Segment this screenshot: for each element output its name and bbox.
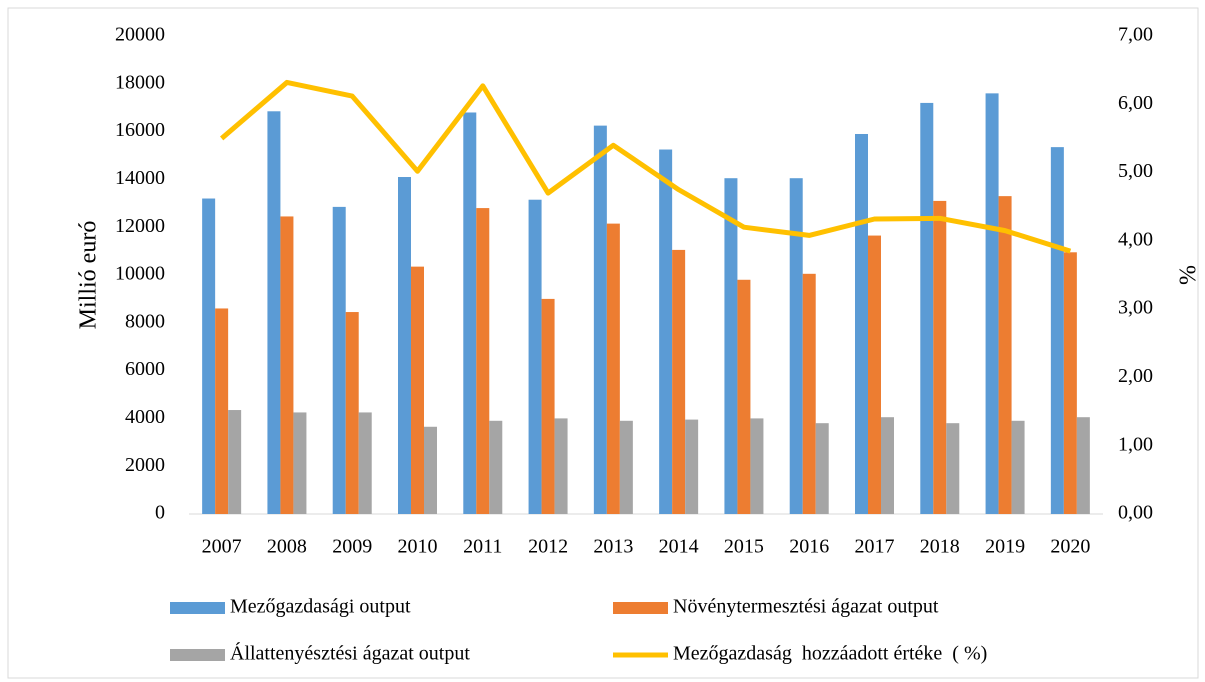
x-tick-label: 2018	[920, 536, 960, 558]
x-tick-label: 2014	[659, 536, 699, 558]
bar	[659, 149, 673, 514]
y-tick-label: 4000	[125, 406, 165, 428]
y2-tick-label: 5,00	[1118, 160, 1153, 182]
y-tick-label: 12000	[115, 215, 165, 237]
y-tick-label: 20000	[115, 24, 165, 46]
bar	[1076, 417, 1090, 514]
bar	[724, 178, 738, 514]
legend-swatch	[170, 602, 225, 614]
bar	[789, 178, 803, 514]
bar	[202, 198, 216, 514]
y-tick-label: 18000	[115, 71, 165, 93]
x-tick-label: 2020	[1050, 536, 1090, 558]
bar	[476, 208, 490, 514]
x-tick-label: 2011	[463, 536, 502, 558]
bar	[267, 111, 281, 514]
bar	[411, 266, 424, 514]
bar	[933, 200, 947, 514]
bar	[606, 223, 620, 515]
legend-label: Állattenyésztési ágazat output	[230, 642, 470, 665]
x-tick-label: 2007	[202, 536, 242, 558]
x-tick-label: 2009	[332, 536, 372, 558]
bar	[528, 199, 542, 514]
bar	[1063, 252, 1077, 515]
bar	[358, 412, 372, 514]
bar	[541, 298, 555, 514]
y2-tick-label: 1,00	[1118, 433, 1153, 455]
bar	[398, 177, 411, 514]
y-tick-label: 8000	[125, 310, 165, 332]
legend-label: Mezőgazdasági output	[230, 596, 411, 618]
bar	[920, 102, 934, 515]
bar	[280, 216, 294, 514]
legend-swatch	[170, 649, 225, 661]
bar	[1011, 420, 1025, 514]
y2-tick-label: 4,00	[1118, 228, 1153, 250]
bar	[463, 112, 477, 514]
bar	[593, 125, 607, 514]
y-tick-label: 2000	[125, 454, 165, 476]
bar	[750, 418, 764, 514]
bar	[946, 423, 960, 514]
y2-axis-title: %	[1176, 265, 1202, 285]
y2-tick-label: 2,00	[1118, 365, 1153, 387]
bar	[293, 412, 307, 514]
bar	[332, 206, 346, 514]
bar	[619, 420, 633, 514]
x-tick-label: 2016	[789, 536, 829, 558]
bar	[424, 426, 437, 514]
bar	[815, 423, 829, 514]
y2-tick-label: 0,00	[1118, 502, 1153, 524]
bar	[1050, 147, 1064, 514]
line	[220, 79, 1072, 254]
x-tick-label: 2015	[724, 536, 764, 558]
bar	[672, 249, 686, 514]
chart-frame	[7, 7, 1199, 679]
bar	[228, 410, 242, 514]
y-axis-title: Millió euró	[76, 221, 102, 330]
bar	[855, 133, 868, 515]
x-tick-label: 2013	[593, 536, 633, 558]
y-tick-label: 10000	[115, 263, 165, 285]
y-tick-label: 6000	[125, 358, 165, 380]
y-tick-label: 16000	[115, 119, 165, 141]
legend-label: Mezőgazdaság hozzáadott értéke ( %)	[673, 643, 987, 665]
bar	[881, 417, 894, 514]
bar	[998, 196, 1012, 514]
y2-tick-label: 7,00	[1118, 24, 1153, 46]
x-tick-label: 2008	[267, 536, 307, 558]
x-tick-label: 2010	[398, 536, 438, 558]
legend-label: Növénytermesztési ágazat output	[673, 596, 939, 618]
bar	[802, 273, 816, 514]
bar	[345, 312, 359, 514]
bar	[868, 235, 881, 514]
legend-swatch	[613, 602, 668, 614]
bar	[554, 418, 568, 514]
x-tick-label: 2019	[985, 536, 1025, 558]
x-tick-label: 2017	[855, 536, 895, 558]
bar	[985, 93, 999, 515]
bar	[737, 279, 751, 514]
y2-tick-label: 6,00	[1118, 92, 1153, 114]
bar	[215, 308, 229, 514]
y-tick-label: 14000	[115, 167, 165, 189]
y2-tick-label: 3,00	[1118, 297, 1153, 319]
x-tick-label: 2012	[528, 536, 568, 558]
y-tick-label: 0	[155, 502, 165, 524]
bar	[685, 419, 699, 514]
bar	[489, 420, 503, 514]
